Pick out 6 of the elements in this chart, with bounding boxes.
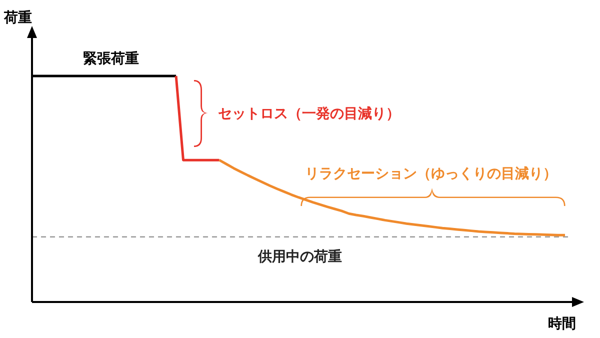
annotation: リラクセーション（ゆっくりの目減り）: [305, 166, 557, 182]
x-axis-title: 時間: [548, 316, 576, 332]
text: 緊張荷重: [83, 51, 139, 67]
ref-line-label: 供用中の荷重: [257, 248, 342, 265]
y-axis-title: 荷重: [3, 10, 32, 26]
annotation: セットロス（一発の目減り）: [218, 106, 400, 122]
